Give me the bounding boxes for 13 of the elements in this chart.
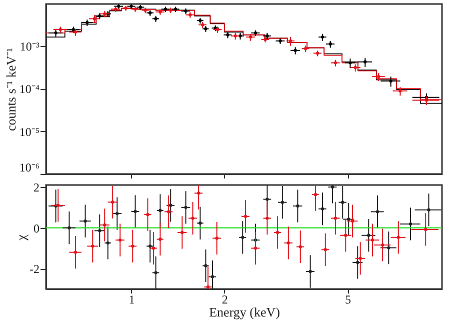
x-tick-label: 1 [128, 292, 135, 306]
y-tick-label: 10⁻³ [20, 39, 40, 54]
y-tick-label: 10⁻⁶ [19, 160, 40, 174]
y-tick-label: 10⁻⁵ [19, 124, 40, 139]
x-axis-title: Energy (keV) [209, 304, 280, 320]
y-tick-label: -2 [30, 262, 40, 276]
x-tick-label: 5 [345, 292, 352, 306]
x-tick-label: 2 [222, 292, 228, 306]
y-axis-title: counts s⁻¹ keV⁻¹ [3, 48, 18, 131]
y-tick-label: 10⁻⁴ [19, 82, 40, 96]
y-tick-label: 0 [34, 221, 40, 236]
y-tick-label: 2 [34, 180, 40, 195]
y-axis-title: χ [14, 234, 29, 242]
